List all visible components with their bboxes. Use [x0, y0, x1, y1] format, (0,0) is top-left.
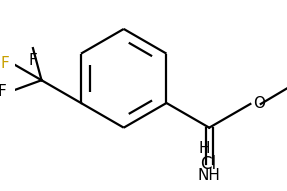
Text: F: F [28, 53, 37, 68]
Text: F: F [0, 84, 7, 99]
Text: O: O [253, 96, 265, 111]
Text: H: H [199, 141, 210, 156]
Text: F: F [0, 56, 9, 71]
Text: Cl: Cl [200, 155, 216, 173]
Text: NH: NH [198, 168, 221, 184]
